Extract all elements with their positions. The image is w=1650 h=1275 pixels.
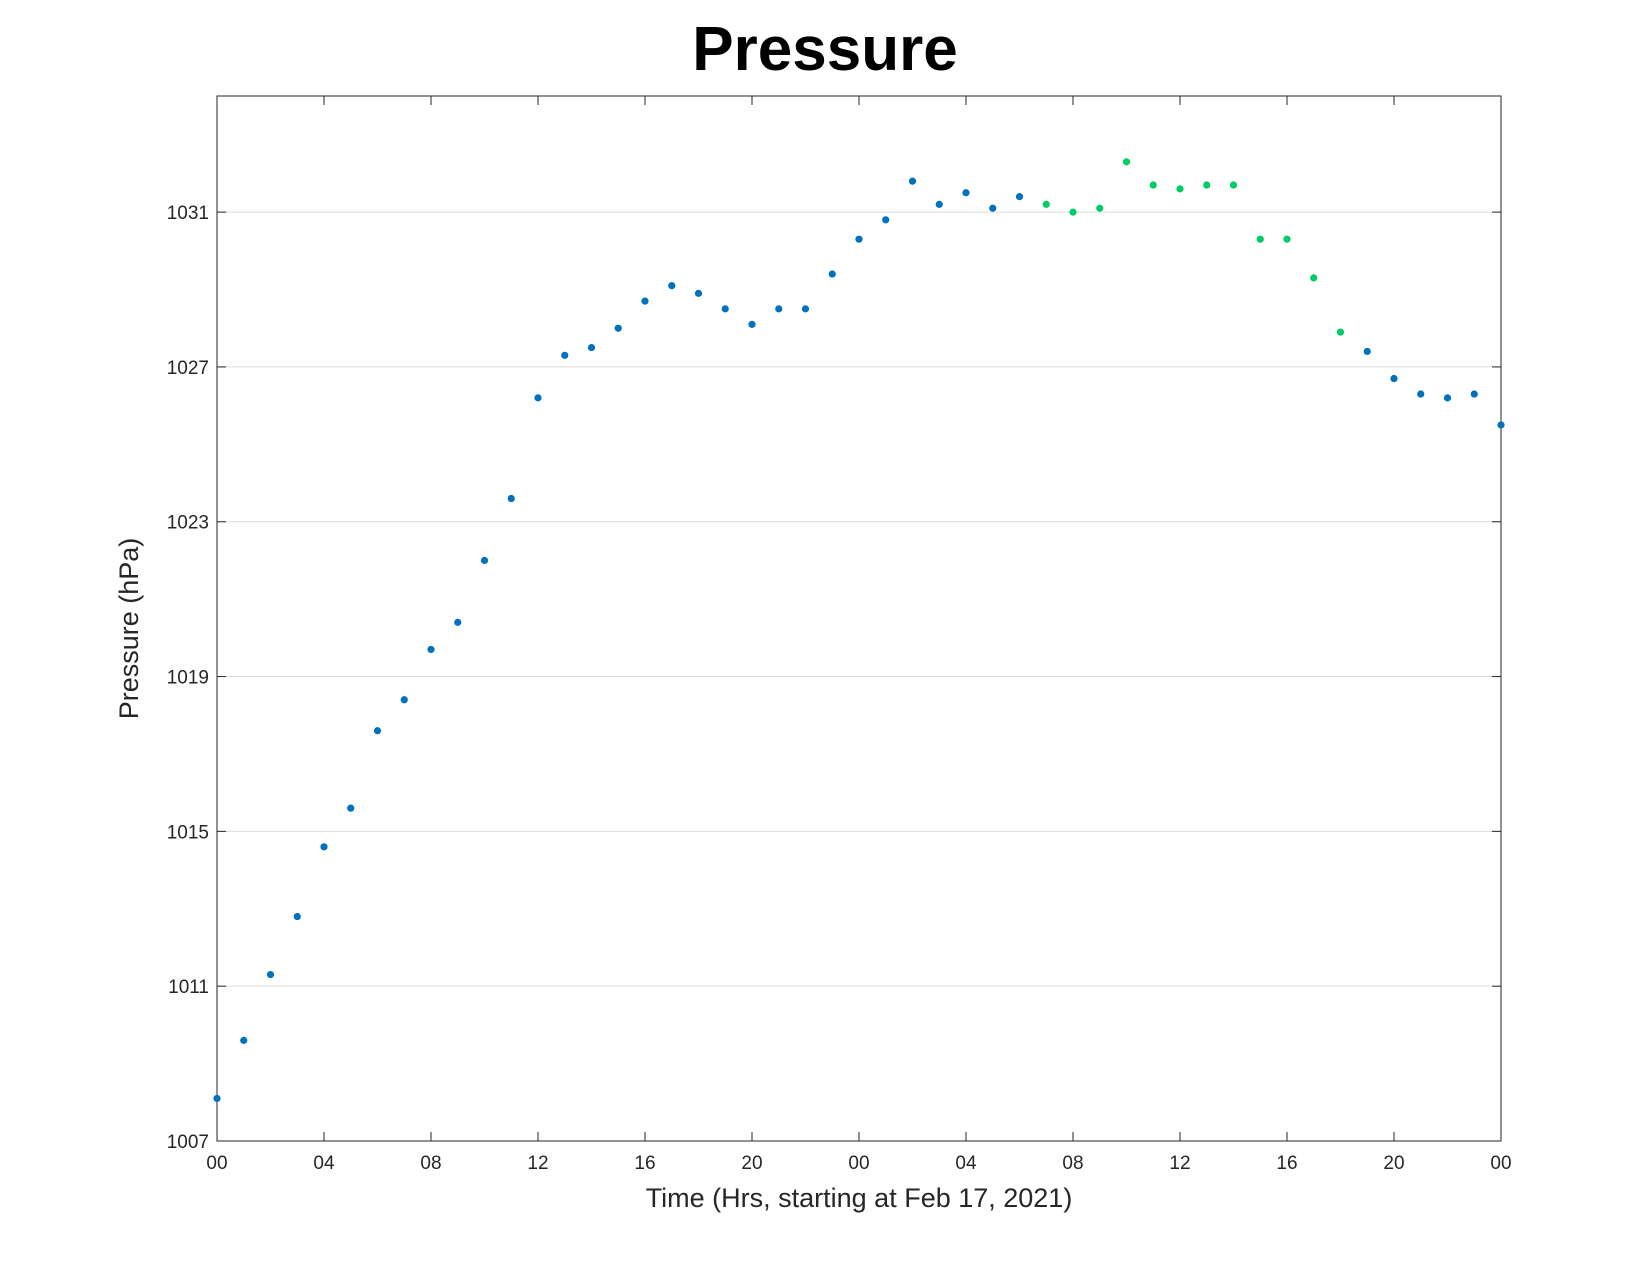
data-point [828,270,836,278]
data-point [1176,185,1184,193]
data-point [801,305,810,313]
x-tick-label: 12 [527,1153,548,1174]
y-tick-label: 1015 [167,822,209,843]
data-point [347,804,355,812]
data-point [1096,204,1104,212]
y-tick-label: 1007 [167,1132,209,1153]
data-point [1497,421,1505,429]
x-tick-label: 20 [1383,1153,1404,1174]
data-point [614,324,622,332]
x-tick-label: 08 [1062,1153,1083,1174]
data-point [1417,390,1425,398]
x-tick-label: 04 [955,1153,977,1174]
x-axis-label: Time (Hrs, starting at Feb 17, 2021) [646,1183,1073,1213]
data-point [935,200,943,208]
data-point [1310,274,1318,282]
data-points [213,158,1505,1103]
plot-area-frame [216,95,1502,1142]
data-point [1122,158,1131,166]
x-tick-label: 04 [313,1153,335,1174]
x-tick-label: 16 [1276,1153,1297,1174]
data-point [748,320,756,328]
data-point [480,556,489,565]
data-point [507,494,515,503]
data-point [1149,181,1157,189]
data-point [1229,181,1238,189]
data-point [293,912,301,921]
data-point [1283,235,1291,243]
grid-lines [217,211,1501,987]
data-point [320,843,328,851]
data-point [775,305,783,313]
data-point [855,235,863,243]
y-tick-label: 1027 [167,358,209,379]
x-tick-label: 12 [1169,1153,1190,1174]
data-point [240,1036,248,1044]
x-tick-label: 00 [206,1153,227,1174]
data-point [1203,181,1211,189]
data-point [587,343,596,352]
data-point [1470,390,1478,398]
data-point [641,297,649,305]
data-point [962,189,970,197]
data-point [882,216,890,224]
y-tick-label: 1031 [167,203,209,224]
x-tick-label: 16 [634,1153,655,1174]
data-point [908,177,917,185]
data-point [1042,200,1050,208]
data-point [1336,328,1345,336]
data-point [454,618,462,626]
data-point [721,305,729,313]
x-tick-label: 08 [420,1153,441,1174]
data-point [1256,235,1264,243]
data-point [668,282,676,290]
data-point [989,204,997,212]
axis-ticks: 1007 1011 1015 1019 1023 1027 1031 00 04 08 12 16 20… [167,96,1512,1174]
data-point [694,289,703,297]
data-point [534,394,542,402]
data-point [1069,208,1077,216]
y-axis-label: Pressure (hPa) [114,538,144,720]
y-tick-label: 1023 [167,513,209,534]
data-point [1363,347,1371,356]
data-point [1015,193,1024,201]
data-point [561,351,569,359]
data-point [213,1094,221,1103]
x-tick-label: 00 [848,1153,869,1174]
data-point [427,645,435,654]
data-point [266,970,275,979]
y-tick-label: 1019 [167,668,209,689]
data-point [1443,394,1452,402]
data-point [373,727,382,735]
data-point [400,696,408,704]
chart-title: Pressure [692,15,958,84]
data-point [1390,374,1398,383]
x-tick-label: 20 [741,1153,762,1174]
x-tick-label: 00 [1490,1153,1511,1174]
y-tick-label: 1011 [168,977,209,998]
